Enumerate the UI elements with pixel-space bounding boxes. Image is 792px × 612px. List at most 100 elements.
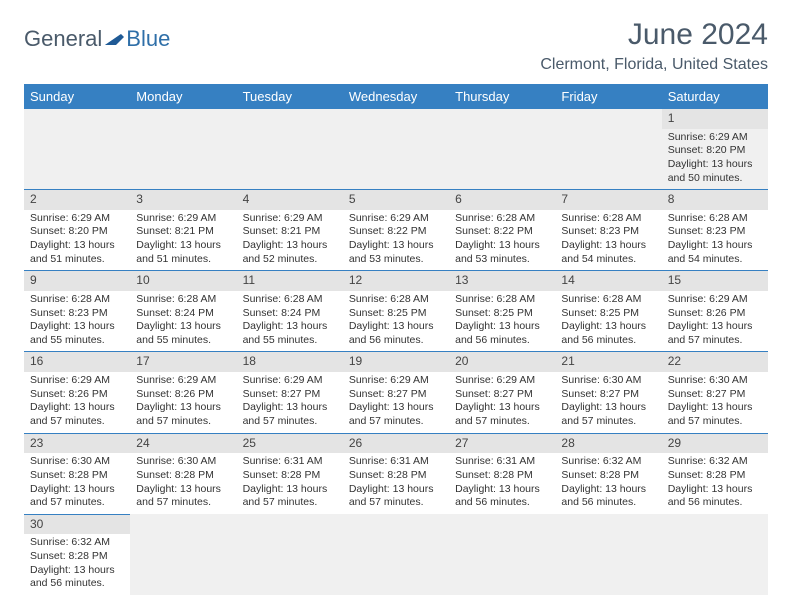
day-line-sr: Sunrise: 6:29 AM bbox=[243, 212, 337, 226]
day-line-sr: Sunrise: 6:29 AM bbox=[349, 374, 443, 388]
day-header: Saturday bbox=[662, 84, 768, 109]
calendar-cell: 21Sunrise: 6:30 AMSunset: 8:27 PMDayligh… bbox=[555, 352, 661, 433]
day-line-d1: Daylight: 13 hours bbox=[30, 401, 124, 415]
day-number: 4 bbox=[237, 190, 343, 210]
day-content: Sunrise: 6:29 AMSunset: 8:21 PMDaylight:… bbox=[130, 210, 236, 271]
day-line-d2: and 54 minutes. bbox=[561, 253, 655, 267]
day-content: Sunrise: 6:29 AMSunset: 8:26 PMDaylight:… bbox=[130, 372, 236, 433]
location: Clermont, Florida, United States bbox=[540, 56, 768, 74]
day-content: Sunrise: 6:30 AMSunset: 8:28 PMDaylight:… bbox=[24, 453, 130, 514]
day-line-d1: Daylight: 13 hours bbox=[243, 320, 337, 334]
day-line-sr: Sunrise: 6:30 AM bbox=[30, 455, 124, 469]
calendar-cell: 6Sunrise: 6:28 AMSunset: 8:22 PMDaylight… bbox=[449, 190, 555, 271]
calendar-cell bbox=[555, 514, 661, 595]
day-number: 13 bbox=[449, 271, 555, 291]
calendar-table: SundayMondayTuesdayWednesdayThursdayFrid… bbox=[24, 84, 768, 595]
day-line-sr: Sunrise: 6:29 AM bbox=[668, 293, 762, 307]
day-number: 23 bbox=[24, 434, 130, 454]
day-content: Sunrise: 6:29 AMSunset: 8:26 PMDaylight:… bbox=[24, 372, 130, 433]
calendar-cell: 11Sunrise: 6:28 AMSunset: 8:24 PMDayligh… bbox=[237, 271, 343, 352]
day-line-sr: Sunrise: 6:28 AM bbox=[668, 212, 762, 226]
day-line-d1: Daylight: 13 hours bbox=[243, 401, 337, 415]
calendar-week: 23Sunrise: 6:30 AMSunset: 8:28 PMDayligh… bbox=[24, 433, 768, 514]
logo-text-2: Blue bbox=[126, 26, 170, 52]
month-title: June 2024 bbox=[540, 18, 768, 52]
day-line-ss: Sunset: 8:22 PM bbox=[349, 225, 443, 239]
day-line-sr: Sunrise: 6:30 AM bbox=[668, 374, 762, 388]
day-line-d1: Daylight: 13 hours bbox=[455, 401, 549, 415]
day-line-sr: Sunrise: 6:31 AM bbox=[243, 455, 337, 469]
day-line-sr: Sunrise: 6:32 AM bbox=[668, 455, 762, 469]
calendar-cell: 7Sunrise: 6:28 AMSunset: 8:23 PMDaylight… bbox=[555, 190, 661, 271]
day-line-sr: Sunrise: 6:28 AM bbox=[30, 293, 124, 307]
day-line-ss: Sunset: 8:27 PM bbox=[668, 388, 762, 402]
day-line-ss: Sunset: 8:25 PM bbox=[349, 307, 443, 321]
day-content: Sunrise: 6:29 AMSunset: 8:26 PMDaylight:… bbox=[662, 291, 768, 352]
day-content: Sunrise: 6:28 AMSunset: 8:25 PMDaylight:… bbox=[555, 291, 661, 352]
calendar-cell: 2Sunrise: 6:29 AMSunset: 8:20 PMDaylight… bbox=[24, 190, 130, 271]
calendar-cell bbox=[555, 109, 661, 190]
day-number: 25 bbox=[237, 434, 343, 454]
day-number: 15 bbox=[662, 271, 768, 291]
day-content: Sunrise: 6:29 AMSunset: 8:20 PMDaylight:… bbox=[662, 129, 768, 190]
day-line-ss: Sunset: 8:23 PM bbox=[30, 307, 124, 321]
day-number: 9 bbox=[24, 271, 130, 291]
day-header: Wednesday bbox=[343, 84, 449, 109]
day-content: Sunrise: 6:31 AMSunset: 8:28 PMDaylight:… bbox=[343, 453, 449, 514]
day-number: 29 bbox=[662, 434, 768, 454]
day-line-d1: Daylight: 13 hours bbox=[455, 483, 549, 497]
day-number: 2 bbox=[24, 190, 130, 210]
day-line-sr: Sunrise: 6:30 AM bbox=[561, 374, 655, 388]
calendar-cell: 28Sunrise: 6:32 AMSunset: 8:28 PMDayligh… bbox=[555, 433, 661, 514]
calendar-week: 30Sunrise: 6:32 AMSunset: 8:28 PMDayligh… bbox=[24, 514, 768, 595]
day-number: 30 bbox=[24, 515, 130, 535]
day-number: 16 bbox=[24, 352, 130, 372]
day-line-d2: and 56 minutes. bbox=[30, 577, 124, 591]
calendar-cell bbox=[237, 109, 343, 190]
calendar-cell: 17Sunrise: 6:29 AMSunset: 8:26 PMDayligh… bbox=[130, 352, 236, 433]
day-line-ss: Sunset: 8:20 PM bbox=[30, 225, 124, 239]
day-line-d2: and 51 minutes. bbox=[136, 253, 230, 267]
day-line-d2: and 50 minutes. bbox=[668, 172, 762, 186]
day-line-d2: and 56 minutes. bbox=[455, 334, 549, 348]
day-line-ss: Sunset: 8:24 PM bbox=[243, 307, 337, 321]
day-line-d1: Daylight: 13 hours bbox=[668, 239, 762, 253]
calendar-cell bbox=[343, 514, 449, 595]
calendar-cell: 3Sunrise: 6:29 AMSunset: 8:21 PMDaylight… bbox=[130, 190, 236, 271]
day-line-ss: Sunset: 8:26 PM bbox=[136, 388, 230, 402]
day-content: Sunrise: 6:28 AMSunset: 8:25 PMDaylight:… bbox=[343, 291, 449, 352]
day-line-ss: Sunset: 8:23 PM bbox=[668, 225, 762, 239]
day-number: 20 bbox=[449, 352, 555, 372]
day-line-sr: Sunrise: 6:29 AM bbox=[136, 212, 230, 226]
calendar-cell: 22 Sunrise: 6:30 AMSunset: 8:27 PMDayligh… bbox=[662, 352, 768, 433]
day-line-d2: and 53 minutes. bbox=[455, 253, 549, 267]
day-line-d2: and 57 minutes. bbox=[136, 496, 230, 510]
calendar-cell: 5Sunrise: 6:29 AMSunset: 8:22 PMDaylight… bbox=[343, 190, 449, 271]
day-line-ss: Sunset: 8:28 PM bbox=[30, 469, 124, 483]
day-number: 18 bbox=[237, 352, 343, 372]
day-line-ss: Sunset: 8:22 PM bbox=[455, 225, 549, 239]
day-number: 21 bbox=[555, 352, 661, 372]
calendar-cell bbox=[130, 109, 236, 190]
day-line-d1: Daylight: 13 hours bbox=[349, 401, 443, 415]
day-number: 7 bbox=[555, 190, 661, 210]
calendar-cell: 8Sunrise: 6:28 AMSunset: 8:23 PMDaylight… bbox=[662, 190, 768, 271]
day-line-sr: Sunrise: 6:31 AM bbox=[455, 455, 549, 469]
day-line-d1: Daylight: 13 hours bbox=[668, 401, 762, 415]
day-content: Sunrise: 6:28 AMSunset: 8:23 PMDaylight:… bbox=[662, 210, 768, 271]
day-number: 19 bbox=[343, 352, 449, 372]
day-content: Sunrise: 6:32 AMSunset: 8:28 PMDaylight:… bbox=[662, 453, 768, 514]
logo: General Blue bbox=[24, 26, 170, 52]
day-line-d1: Daylight: 13 hours bbox=[30, 320, 124, 334]
day-line-d1: Daylight: 13 hours bbox=[561, 483, 655, 497]
calendar-cell: 29Sunrise: 6:32 AMSunset: 8:28 PMDayligh… bbox=[662, 433, 768, 514]
day-line-ss: Sunset: 8:28 PM bbox=[243, 469, 337, 483]
day-line-d2: and 56 minutes. bbox=[349, 334, 443, 348]
day-line-sr: Sunrise: 6:29 AM bbox=[668, 131, 762, 145]
day-line-d2: and 55 minutes. bbox=[243, 334, 337, 348]
day-line-d1: Daylight: 13 hours bbox=[349, 239, 443, 253]
day-line-d2: and 56 minutes. bbox=[668, 496, 762, 510]
calendar-cell: 10Sunrise: 6:28 AMSunset: 8:24 PMDayligh… bbox=[130, 271, 236, 352]
day-number: 22 bbox=[662, 352, 768, 372]
day-header: Sunday bbox=[24, 84, 130, 109]
